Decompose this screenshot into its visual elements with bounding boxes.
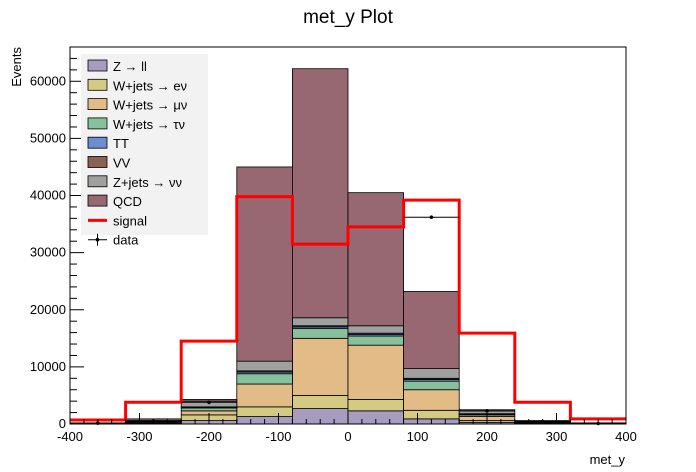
legend-swatch-7	[87, 194, 108, 207]
signal-line	[70, 195, 626, 422]
legend-swatch-data-point	[95, 237, 100, 242]
legend-swatch-5	[87, 156, 108, 168]
x-tick-label-4: 0	[344, 429, 351, 444]
bar-series2-bin4	[291, 337, 349, 396]
bar-series1-bin3	[236, 406, 293, 417]
y-tick-label-1: 10000	[30, 359, 66, 374]
x-tick-label-6: 200	[476, 429, 498, 444]
signal-line-layer	[70, 195, 626, 422]
bar-series1-bin6	[403, 409, 460, 420]
legend-label-3: W+jets → τν	[113, 117, 185, 132]
bar-series7-bin6	[403, 291, 460, 369]
bar-series6-bin6	[403, 368, 460, 379]
x-tick-label-8: 400	[615, 429, 637, 444]
bar-series3-bin4	[291, 328, 349, 339]
legend-label-5: VV	[113, 156, 131, 171]
legend-swatch-3	[87, 117, 108, 130]
legend-label-0: Z → ll	[113, 59, 147, 74]
legend-label-6: Z+jets → νν	[113, 175, 182, 190]
legend-swatch-2	[87, 98, 108, 110]
x-tick-label-0: -400	[57, 429, 83, 444]
legend-swatch-6	[87, 175, 108, 188]
x-tick-label-2: -200	[196, 429, 222, 444]
legend-swatch-0	[87, 59, 108, 72]
y-tick-label-2: 20000	[30, 302, 66, 317]
x-axis-ticks: -400 -300 -200 -100 0 100 200 300 400	[57, 413, 637, 444]
legend-label-signal: signal	[113, 213, 147, 228]
y-axis-label: Events	[9, 47, 24, 87]
data-point-6	[429, 215, 434, 220]
legend-label-1: W+jets → eν	[113, 78, 187, 93]
legend-swatch-4	[87, 136, 108, 149]
bar-series3-bin6	[403, 380, 460, 391]
y-tick-label-0: 0	[59, 416, 66, 431]
data-point-2	[207, 400, 211, 405]
bar-series1-bin5	[347, 399, 404, 412]
bar-series6-bin3	[236, 360, 293, 372]
bar-series1-bin4	[291, 395, 349, 409]
chart-title: met_y Plot	[303, 7, 393, 28]
bar-series6-bin5	[347, 325, 404, 334]
bar-series2-bin3	[236, 383, 293, 408]
y-tick-label-4: 40000	[30, 188, 66, 203]
x-tick-label-1: -300	[126, 429, 152, 444]
bar-series7-bin5	[347, 192, 404, 327]
legend-swatch-1	[87, 78, 108, 91]
y-axis-ticks: 0 10000 20000 30000 40000 50000 60000	[30, 46, 84, 431]
bar-series3-bin3	[236, 373, 293, 385]
x-tick-label-7: 300	[546, 429, 568, 444]
bar-series3-bin2	[180, 407, 238, 412]
bar-series7-bin3	[236, 166, 293, 362]
x-axis-label: met_y	[590, 452, 626, 467]
data-point-7	[485, 409, 489, 413]
legend-label-data: data	[113, 233, 139, 248]
bar-series6-bin4	[291, 317, 349, 327]
y-tick-label-3: 30000	[30, 245, 66, 260]
legend-label-4: TT	[113, 136, 129, 151]
legend: Z → ll W+jets → eν W+jets → μν W+jets → τν T…	[81, 54, 208, 248]
bar-series2-bin5	[347, 344, 404, 400]
legend-label-7: QCD	[113, 194, 142, 209]
y-tick-label-6: 60000	[30, 73, 66, 88]
bar-series7-bin4	[291, 68, 349, 319]
bar-series3-bin5	[347, 335, 404, 346]
bar-series2-bin6	[403, 389, 460, 411]
x-tick-label-5: 100	[407, 429, 429, 444]
legend-label-2: W+jets → μν	[113, 98, 187, 113]
x-tick-label-3: -100	[265, 429, 291, 444]
y-tick-label-5: 50000	[30, 130, 66, 145]
